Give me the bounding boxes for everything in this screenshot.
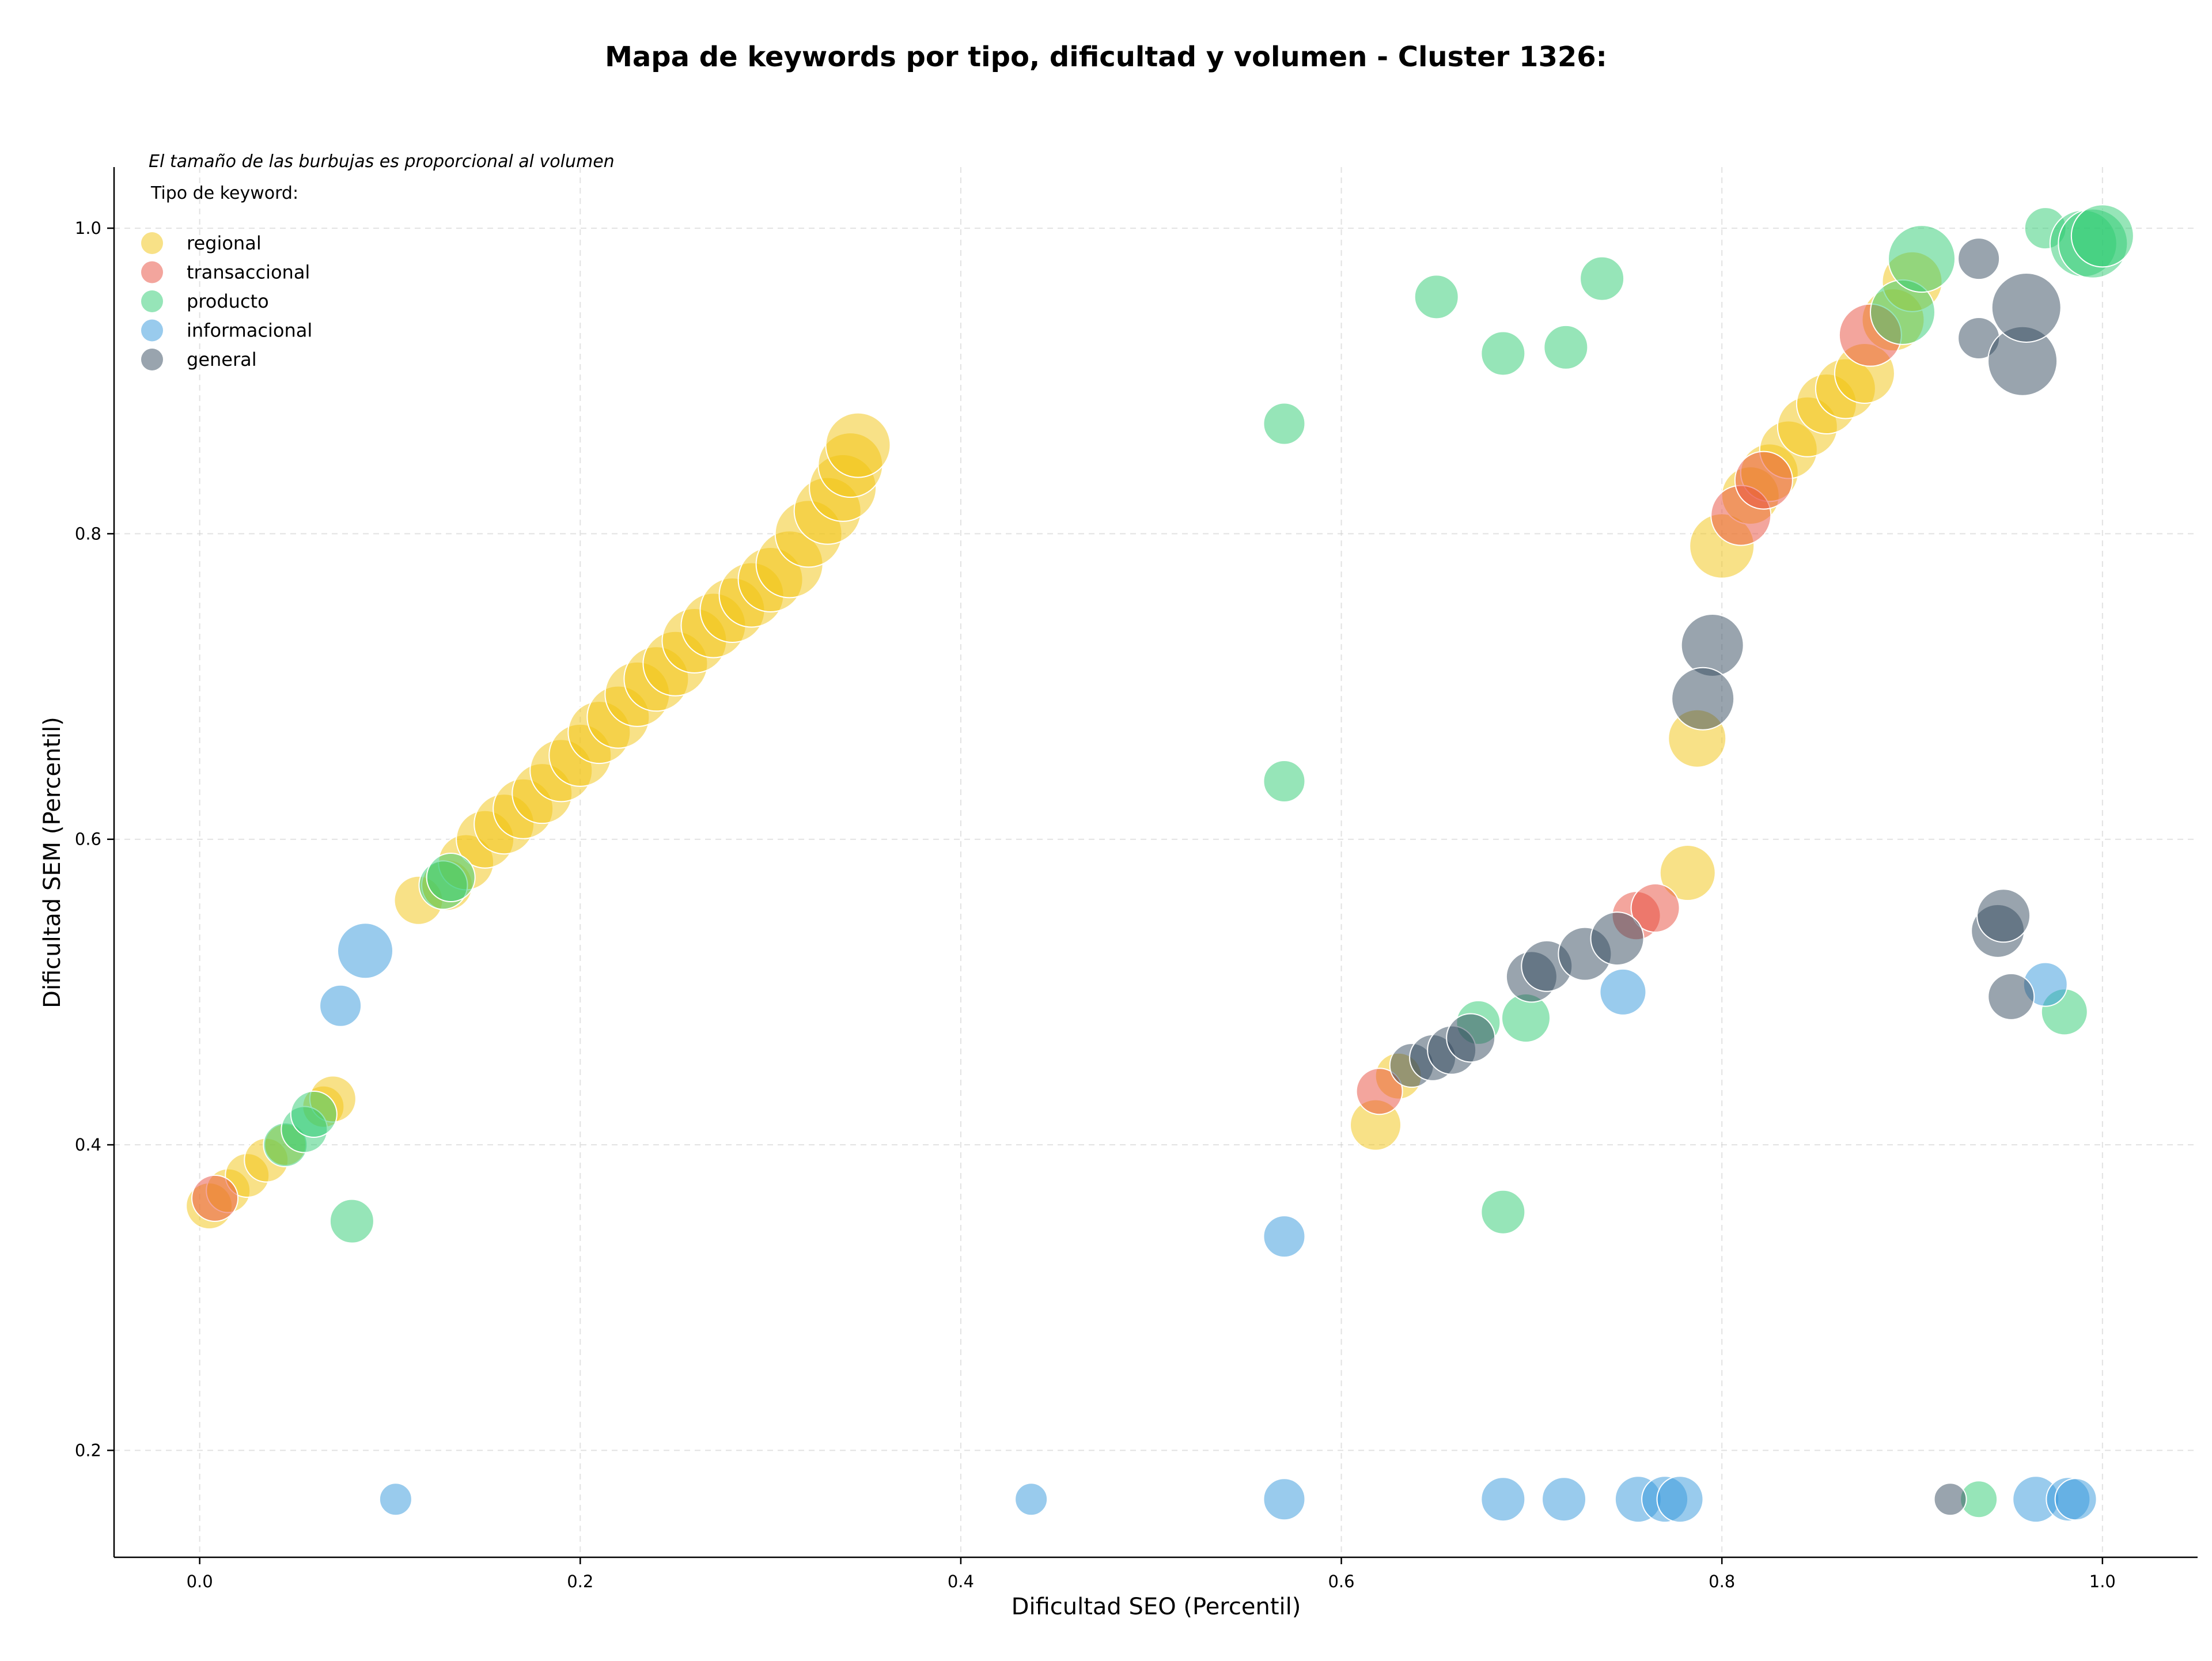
bubble-general [1680,613,1744,677]
y-axis-label: Dificultad SEM (Percentil) [39,717,66,1008]
bubble-producto [1414,274,1459,320]
y-tick-label: 0.2 [75,1440,101,1460]
legend-marker-regional [141,232,163,254]
legend-marker-producto [141,290,163,312]
legend-label-transaccional: transaccional [187,262,310,283]
legend-label-general: general [187,349,257,370]
x-tick-label: 1.0 [2089,1572,2116,1591]
bubble-producto [329,1198,374,1244]
bubble-producto [1543,324,1589,370]
x-tick-label: 0.2 [567,1572,593,1591]
bubble-general [1590,911,1645,966]
bubble-general [1933,1482,1967,1516]
bubble-informacional [1599,968,1647,1016]
bubble-informacional [1541,1477,1587,1522]
x-ticks: 0.0 0.2 0.4 0.6 0.8 1.0 [187,1557,2116,1591]
bubble-informacional [1480,1477,1526,1522]
x-tick-label: 0.4 [948,1572,974,1591]
bubble-general [1991,272,2062,343]
bubble-producto [426,853,476,903]
bubble-transaccional [1355,1068,1403,1115]
bubble-general [1957,237,2001,281]
bubble-regional [1659,845,1716,902]
legend-marker-general [141,349,163,370]
y-ticks: 0.2 0.4 0.6 0.8 1.0 [75,218,114,1460]
x-tick-label: 0.0 [187,1572,213,1591]
bubble-transaccional [1630,883,1680,933]
x-tick-label: 0.6 [1328,1572,1354,1591]
bubble-producto [1888,225,1956,293]
bubble-producto [1263,402,1306,445]
y-tick-label: 0.8 [75,524,101,543]
bubble-producto [1580,256,1625,301]
series-regional [185,251,1943,1230]
x-tick-label: 0.8 [1709,1572,1735,1591]
x-axis-label: Dificultad SEO (Percentil) [1012,1594,1301,1620]
bubble-layer [185,204,2134,1523]
bubble-informacional [1263,1478,1306,1521]
size-note: El tamaño de las burbujas es proporciona… [149,152,615,172]
bubble-informacional [1263,1215,1306,1258]
legend-label-regional: regional [187,232,262,254]
bubble-informacional [319,984,362,1027]
bubble-informacional [1014,1482,1048,1516]
bubble-producto [290,1091,338,1138]
legend-marker-transaccional [141,261,163,283]
legend-marker-informacional [141,319,163,342]
bubble-informacional [337,922,394,979]
bubble-general [1987,973,2035,1020]
chart-title: Mapa de keywords por tipo, dificultad y … [605,41,1607,73]
bubble-general [1671,667,1735,731]
bubble-transaccional [1734,451,1793,510]
bubble-informacional [378,1482,412,1516]
bubble-regional [825,412,891,478]
series-producto [263,204,2134,1519]
bubble-producto [2070,204,2134,268]
y-tick-label: 1.0 [75,218,101,238]
bubble-producto [1480,1189,1526,1235]
legend: regional transaccional producto informacion… [141,232,312,370]
bubble-general [1976,888,2031,943]
series-informacional [319,922,2097,1523]
y-tick-label: 0.4 [75,1135,101,1155]
bubble-producto [1480,331,1526,376]
series-general [1389,237,2062,1516]
series-transaccional [191,303,1902,1222]
legend-title: Tipo de keyword: [150,183,298,203]
bubble-transaccional [191,1174,239,1222]
bubble-informacional [1656,1475,1704,1523]
legend-label-producto: producto [187,290,269,312]
legend-label-informacional: informacional [187,320,312,342]
bubble-general [1446,1013,1496,1063]
y-tick-label: 0.6 [75,830,101,849]
bubble-informacional [2054,1478,2097,1521]
bubble-producto [1263,759,1306,803]
